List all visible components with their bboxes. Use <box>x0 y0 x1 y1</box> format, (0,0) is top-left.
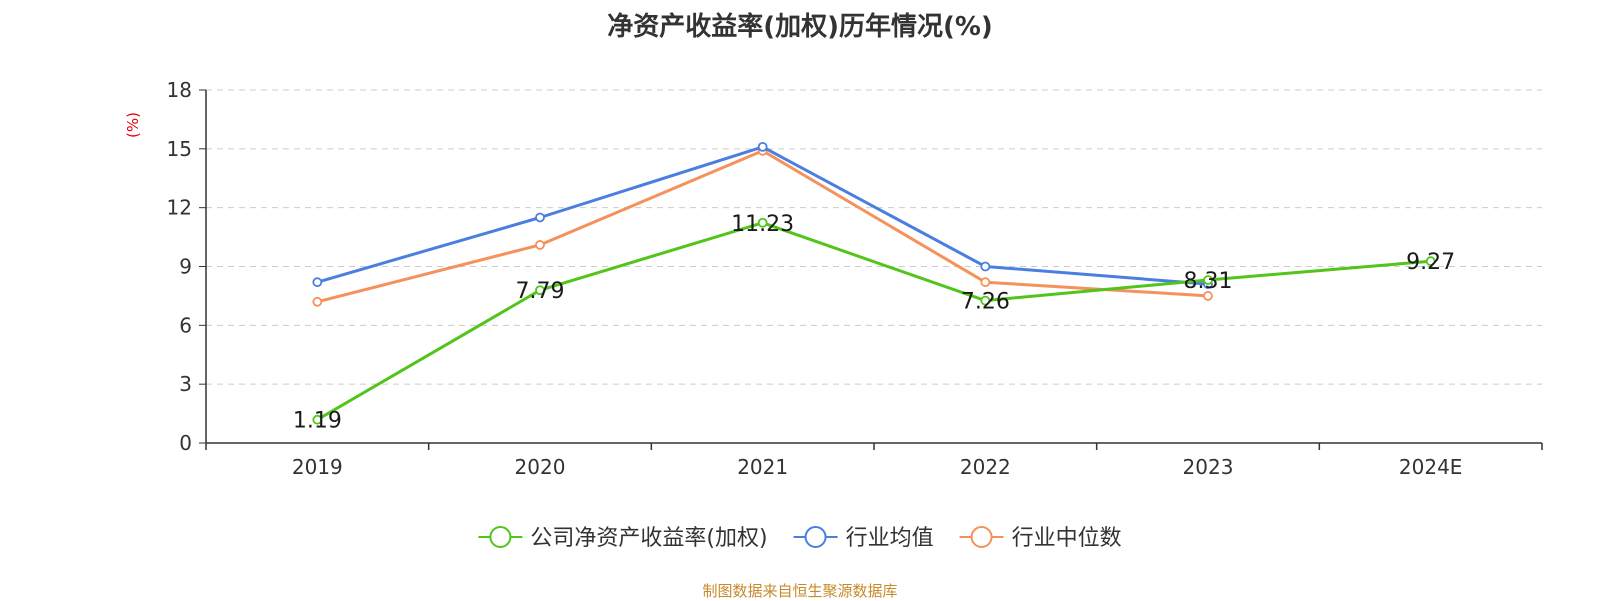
legend-marker-icon <box>970 526 993 548</box>
data-point-marker[interactable] <box>312 277 323 288</box>
legend-label: 行业中位数 <box>1012 526 1122 551</box>
y-axis-unit-label: (%) <box>124 112 142 138</box>
legend-label: 行业均值 <box>846 526 934 551</box>
legend: 公司净资产收益率(加权) 行业均值 行业中位数 <box>478 526 1122 551</box>
y-tick-label: 15 <box>167 137 192 161</box>
legend-item-0[interactable]: 公司净资产收益率(加权) <box>478 526 768 551</box>
data-point-marker[interactable] <box>312 296 323 307</box>
x-tick-label: 2022 <box>960 455 1011 479</box>
data-label: 9.27 <box>1406 250 1455 275</box>
data-point-marker[interactable] <box>535 212 545 223</box>
chart-title: 净资产收益率(加权)历年情况(%) <box>607 12 993 42</box>
data-point-marker[interactable] <box>757 217 768 228</box>
data-point-marker[interactable] <box>535 240 545 250</box>
data-point-marker[interactable] <box>980 295 991 306</box>
data-label: 1.19 <box>293 409 342 434</box>
legend-marker-icon <box>489 526 512 548</box>
data-label: 7.79 <box>516 279 565 304</box>
y-tick-label: 3 <box>179 372 192 396</box>
axes: 0 3 6 9 12 15 18 2019 2020 2021 2022 2023 2024E (%) <box>124 78 1543 479</box>
y-tick-label: 12 <box>167 196 192 220</box>
legend-label: 公司净资产收益率(加权) <box>530 526 767 551</box>
data-label: 7.26 <box>961 290 1010 315</box>
data-point-marker[interactable] <box>1425 256 1436 267</box>
data-point-marker[interactable] <box>535 285 545 296</box>
source-note: 制图数据来自恒生聚源数据库 <box>702 582 898 600</box>
x-tick-label: 2024E <box>1399 455 1463 479</box>
series-lines <box>312 141 1436 425</box>
y-tick-label: 0 <box>179 431 192 455</box>
data-point-marker[interactable] <box>980 261 991 272</box>
data-label: 11.23 <box>731 212 794 237</box>
data-point-marker[interactable] <box>1203 291 1213 301</box>
y-tick-label: 18 <box>167 78 192 102</box>
data-point-marker[interactable] <box>1203 275 1213 285</box>
x-tick-label: 2023 <box>1183 455 1234 479</box>
y-tick-label: 6 <box>179 313 192 337</box>
x-tick-label: 2020 <box>515 455 566 479</box>
x-tick-label: 2021 <box>737 455 788 479</box>
grid-lines <box>206 89 1542 385</box>
x-tick-label: 2019 <box>292 455 343 479</box>
series-line-0 <box>316 221 1431 421</box>
legend-marker-icon <box>804 526 827 548</box>
legend-item-1[interactable]: 行业均值 <box>793 526 934 551</box>
data-labels: 1.19 7.79 11.23 7.26 8.31 9.27 <box>293 212 1455 434</box>
legend-item-2[interactable]: 行业中位数 <box>959 526 1122 551</box>
data-point-marker[interactable] <box>312 414 323 425</box>
data-point-marker[interactable] <box>757 141 768 152</box>
y-tick-label: 9 <box>179 255 192 279</box>
data-point-marker[interactable] <box>980 277 991 288</box>
data-label: 8.31 <box>1184 269 1233 294</box>
